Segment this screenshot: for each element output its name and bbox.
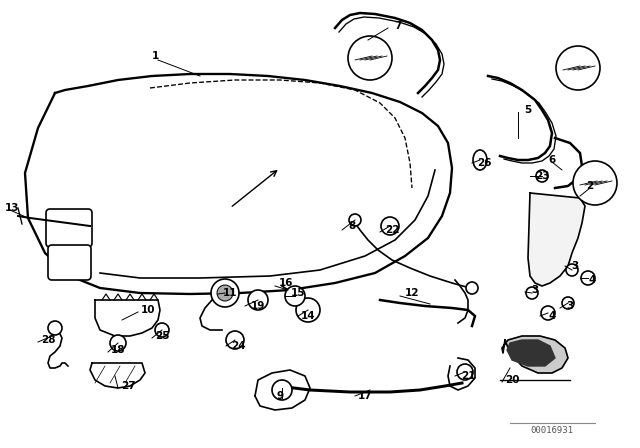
Text: 8: 8 bbox=[348, 221, 356, 231]
Ellipse shape bbox=[473, 150, 487, 170]
Circle shape bbox=[217, 285, 233, 301]
Text: 13: 13 bbox=[4, 203, 19, 213]
Text: 21: 21 bbox=[461, 371, 476, 381]
Circle shape bbox=[573, 161, 617, 205]
Polygon shape bbox=[90, 363, 145, 388]
Circle shape bbox=[226, 331, 244, 349]
Circle shape bbox=[248, 290, 268, 310]
Text: 3: 3 bbox=[531, 285, 539, 295]
Text: 00016931: 00016931 bbox=[531, 426, 573, 435]
Text: 28: 28 bbox=[41, 335, 55, 345]
Text: 9: 9 bbox=[276, 391, 284, 401]
Circle shape bbox=[381, 217, 399, 235]
Polygon shape bbox=[502, 336, 568, 373]
Text: 6: 6 bbox=[548, 155, 556, 165]
Circle shape bbox=[562, 297, 574, 309]
Text: 3: 3 bbox=[572, 261, 579, 271]
Circle shape bbox=[211, 279, 239, 307]
Polygon shape bbox=[528, 193, 585, 286]
Text: 19: 19 bbox=[251, 301, 265, 311]
Text: 20: 20 bbox=[505, 375, 519, 385]
Circle shape bbox=[348, 36, 392, 80]
Text: 15: 15 bbox=[291, 288, 305, 298]
Circle shape bbox=[349, 214, 361, 226]
Circle shape bbox=[457, 364, 473, 380]
Text: 3: 3 bbox=[566, 301, 573, 311]
Text: 11: 11 bbox=[223, 288, 237, 298]
Text: 26: 26 bbox=[477, 158, 492, 168]
Circle shape bbox=[285, 286, 305, 306]
Text: 12: 12 bbox=[404, 288, 419, 298]
FancyBboxPatch shape bbox=[46, 209, 92, 247]
Circle shape bbox=[155, 323, 169, 337]
Text: 7: 7 bbox=[394, 21, 402, 31]
Text: 27: 27 bbox=[121, 381, 135, 391]
Text: 4: 4 bbox=[588, 275, 596, 285]
Circle shape bbox=[466, 282, 478, 294]
Circle shape bbox=[110, 335, 126, 351]
Text: 2: 2 bbox=[586, 181, 594, 191]
Text: 22: 22 bbox=[385, 225, 399, 235]
Circle shape bbox=[272, 380, 292, 400]
Circle shape bbox=[526, 287, 538, 299]
Circle shape bbox=[536, 170, 548, 182]
Circle shape bbox=[296, 298, 320, 322]
Text: 24: 24 bbox=[230, 341, 245, 351]
Text: 1: 1 bbox=[152, 51, 159, 61]
Polygon shape bbox=[255, 370, 310, 410]
Text: 14: 14 bbox=[301, 311, 316, 321]
Text: 16: 16 bbox=[279, 278, 293, 288]
Text: 4: 4 bbox=[548, 311, 556, 321]
Text: 17: 17 bbox=[358, 391, 372, 401]
Polygon shape bbox=[95, 300, 160, 336]
Circle shape bbox=[566, 264, 578, 276]
Text: 23: 23 bbox=[535, 171, 549, 181]
Text: 5: 5 bbox=[524, 105, 532, 115]
Text: 18: 18 bbox=[111, 345, 125, 355]
Text: 25: 25 bbox=[155, 331, 169, 341]
Circle shape bbox=[48, 321, 62, 335]
Circle shape bbox=[556, 46, 600, 90]
Text: 10: 10 bbox=[141, 305, 156, 315]
Circle shape bbox=[581, 271, 595, 285]
FancyBboxPatch shape bbox=[48, 245, 91, 280]
Polygon shape bbox=[507, 340, 555, 366]
Circle shape bbox=[541, 306, 555, 320]
